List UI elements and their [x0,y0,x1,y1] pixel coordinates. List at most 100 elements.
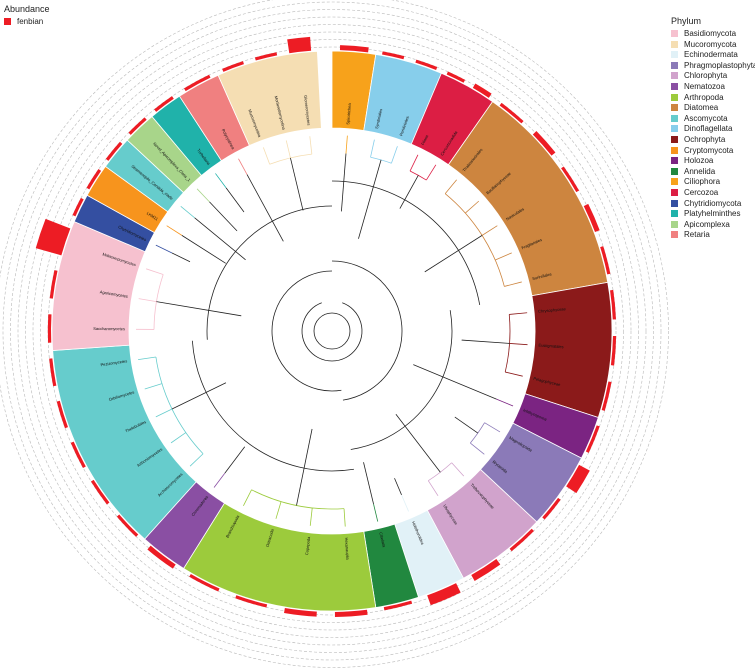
tree-leaf-branch [481,225,498,236]
abundance-legend-swatch [4,18,11,25]
tree-spoke [363,462,374,505]
tree-leaf-branch [343,508,346,527]
tree-leaf-branch [495,252,512,261]
abundance-bar [35,218,71,256]
taxon-label: Pezizomycetes [100,358,127,367]
taxon-label: Pelagophyceae [533,376,562,387]
abundance-bar [415,59,438,70]
tree-leaf-branch [262,147,271,165]
phylum-legend-swatch [671,167,678,175]
taxon-label: Spirotrichea [345,102,352,124]
abundance-bar [532,130,556,156]
phylum-legend-swatch [671,231,678,239]
abundance-bar [189,573,220,592]
taxon-label: LKM11 [146,211,160,222]
tree-leaf-branch [427,480,439,497]
tree-leaf-branch [196,188,210,203]
tree-leaf-branch [309,507,313,526]
tree-clade-arc [370,156,392,164]
abundance-bar [147,545,176,569]
phylum-legend-label: Nematozoa [684,82,725,91]
tree-spoke [181,235,226,264]
phylum-legend-swatch [671,199,678,207]
abundance-bar [72,197,84,217]
tree-spoke [399,175,419,209]
tree-leaf-branch [451,462,465,477]
abundance-bar [184,74,211,92]
tree-leaf-branch [409,154,419,172]
guide-ring [40,39,624,623]
phylum-legend-label: Apicomplexa [684,219,730,229]
abundance-bar [446,71,466,83]
abundance-bar [235,595,268,608]
abundance-bar [583,203,600,233]
phylum-legend-swatch [671,83,678,90]
abundance-bar [105,141,123,161]
tree-leaf-branch [373,503,379,522]
tree-leaf-branch [345,135,348,154]
phylum-legend-label: Arthropoda [684,92,724,102]
phylum-legend-swatch [671,125,678,133]
tree-leaf-branch [138,356,156,361]
phylum-legend-label: Chlorophyta [684,71,728,81]
abundance-bar [509,528,534,552]
tree-clade-arc [409,170,427,181]
tree-spoke [461,339,510,344]
taxon-label: Hexanauplia [344,537,351,560]
tree-leaf-branch [509,312,528,315]
phylum-legend-label: Ascomycota [684,113,728,123]
abundance-bar [600,246,611,275]
abundance-bar [90,479,110,505]
tree-leaf-branch [243,489,252,507]
abundance-bar [601,381,612,411]
phylogenetic-tree [136,135,528,527]
phylum-legend: Phylum Basidiomycota Mucoromycota Echinode… [671,16,755,276]
tree-leaf-branch [180,206,195,219]
phylum-legend-label: Platyhelminthes [684,209,741,219]
tree-leaf-branch [215,173,227,189]
abundance-bar [427,583,461,606]
phylum-legend-swatch [671,40,678,48]
tree-leaf-branch [138,298,157,303]
abundance-bar [116,514,139,537]
abundance-bar [254,52,278,61]
phylum-legend-swatch [671,72,678,80]
taxon-label: Glomeromycetes [303,95,311,126]
abundance-bar [128,117,147,135]
tree-leaf-branch [470,442,485,455]
phylum-legend-swatch [671,157,678,165]
phylum-legend-swatch [671,146,678,154]
tree-backbone-arc [191,340,354,472]
tree-leaf-branch [155,244,173,254]
abundance-bar [49,358,57,387]
tree-leaf-branch [238,158,248,175]
taxon-label: Peridiniales [398,115,410,136]
phylum-legend-swatch [671,136,678,143]
tree-leaf-branch [275,501,282,519]
phylum-legend-label: Dinoflagellata [684,124,733,134]
taxon-label: Clitellata [378,532,387,549]
tree-leaf-branch [144,383,163,390]
abundance-bar [154,96,174,112]
tree-leaf-branch [189,453,204,467]
tree-spoke [171,382,227,410]
guide-ring [2,1,662,661]
guide-ring [10,9,654,653]
tree-spoke [246,174,284,242]
tree-spoke [290,157,304,211]
taxon-label: Agaricomycetes [99,289,128,299]
phylum-sectors [51,50,613,612]
abundance-legend-title: Abundance [4,4,50,14]
sector-diatomea [447,101,609,297]
abundance-bar [542,497,561,520]
dashed-guide-rings [0,0,669,668]
phylum-legend-label: Ochrophyta [684,135,726,144]
abundance-bar [284,608,317,617]
tree-leaf-branch [496,398,514,407]
abundance-bar [70,441,86,468]
guide-ring [17,16,647,646]
tree-spoke [194,217,246,261]
tree-spoke [209,201,238,232]
